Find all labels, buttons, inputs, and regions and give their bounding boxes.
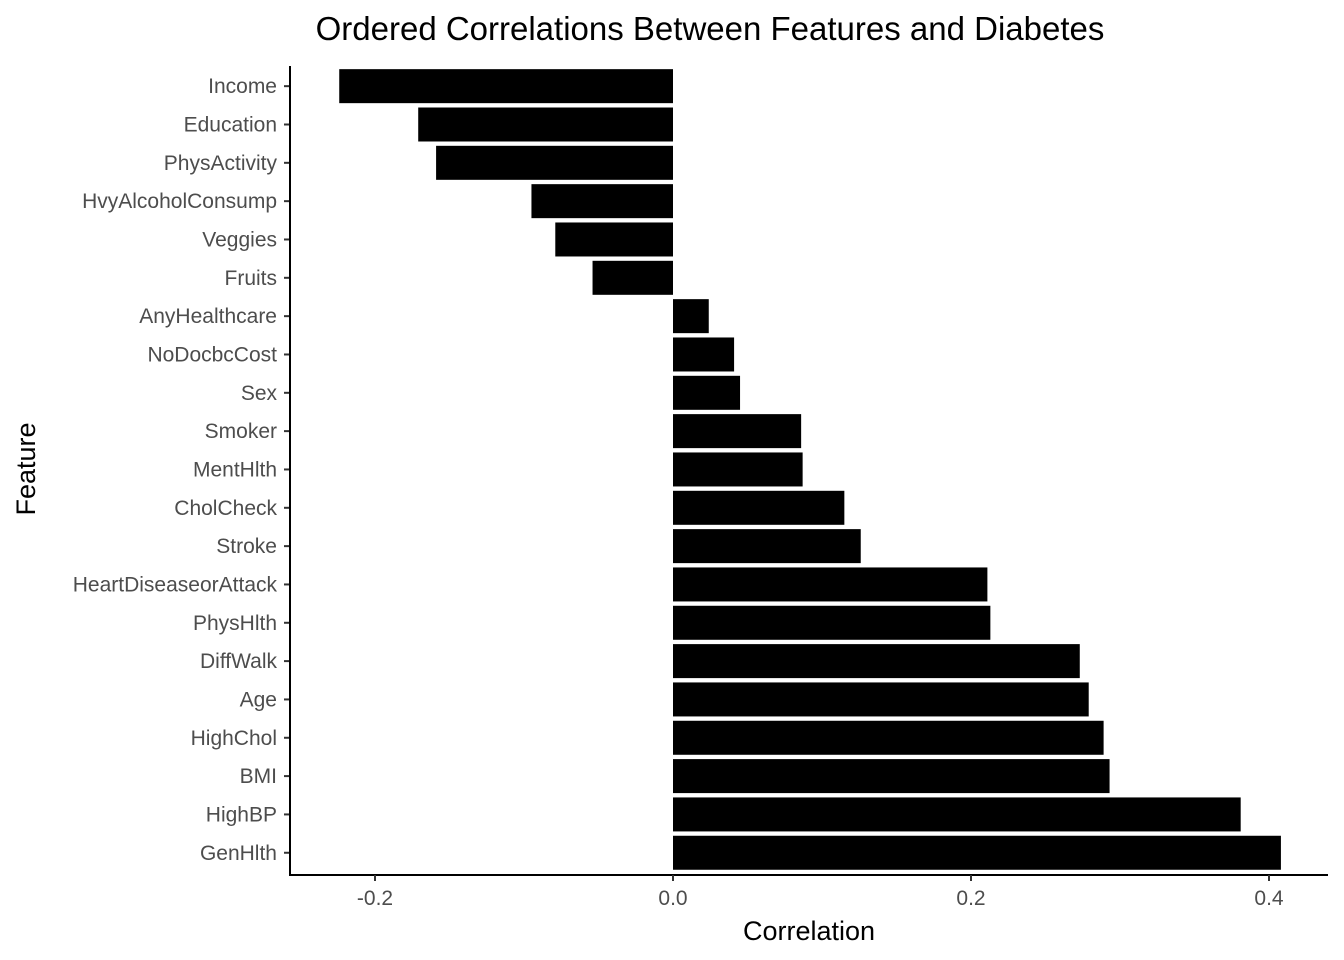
bar-genhlth [673, 835, 1281, 870]
x-tick-label: 0.4 [1254, 887, 1284, 910]
y-tick-label-physhlth: PhysHlth [193, 612, 277, 635]
x-axis: -0.2 0.0 0.2 0.4 [289, 874, 1328, 910]
y-tick-label-age: Age [240, 688, 277, 711]
bar-sex [673, 375, 741, 410]
bar-cholcheck [673, 490, 845, 525]
bar-heartdiseaseorattack [673, 567, 988, 602]
x-tick-label: 0.0 [658, 887, 687, 910]
bar-veggies [555, 222, 673, 257]
bar-fruits [592, 260, 673, 295]
bar-menthlth [673, 452, 803, 487]
y-tick-label-physactivity: PhysActivity [164, 152, 278, 175]
x-tick-label: 0.2 [956, 887, 985, 910]
x-tick-label: -0.2 [357, 887, 393, 910]
y-tick-label-highchol: HighChol [191, 727, 277, 750]
chart-title: Ordered Correlations Between Features an… [316, 10, 1105, 47]
bar-stroke [673, 529, 861, 564]
y-tick-label-stroke: Stroke [216, 535, 277, 558]
y-tick-label-veggies: Veggies [202, 228, 277, 251]
y-tick-label-bmi: BMI [240, 765, 277, 788]
bar-highchol [673, 720, 1104, 755]
bar-hvyalcoholconsump [531, 184, 673, 219]
bar-income [339, 69, 673, 104]
y-tick-label-hvyalcoholconsump: HvyAlcoholConsump [82, 190, 277, 213]
bar-age [673, 682, 1089, 717]
bar-physhlth [673, 605, 991, 640]
y-axis-title: Feature [11, 422, 41, 515]
bar-highbp [673, 797, 1241, 832]
bar-physactivity [436, 145, 673, 180]
y-tick-label-heartdiseaseorattack: HeartDiseaseorAttack [73, 573, 278, 596]
y-tick-label-menthlth: MentHlth [193, 458, 277, 481]
y-tick-label-fruits: Fruits [225, 267, 278, 290]
y-axis: Income Education PhysActivity HvyAlcoholCon… [73, 66, 291, 876]
y-tick-label-nodocbccost: NoDocbcCost [147, 343, 277, 366]
x-axis-title: Correlation [743, 916, 875, 946]
y-tick-label-cholcheck: CholCheck [174, 497, 277, 520]
bar-smoker [673, 414, 802, 449]
y-tick-label-education: Education [184, 114, 277, 137]
y-tick-label-smoker: Smoker [205, 420, 277, 443]
y-tick-label-diffwalk: DiffWalk [200, 650, 278, 673]
y-tick-label-genhlth: GenHlth [200, 842, 277, 865]
y-tick-label-sex: Sex [241, 382, 278, 405]
bars-layer [339, 69, 1281, 870]
y-tick-label-highbp: HighBP [206, 803, 277, 826]
bar-anyhealthcare [673, 299, 709, 334]
bar-nodocbccost [673, 337, 735, 372]
y-tick-label-income: Income [208, 75, 277, 98]
bar-education [418, 107, 673, 142]
bar-bmi [673, 759, 1110, 794]
y-tick-label-anyhealthcare: AnyHealthcare [139, 305, 277, 328]
bar-diffwalk [673, 644, 1080, 679]
